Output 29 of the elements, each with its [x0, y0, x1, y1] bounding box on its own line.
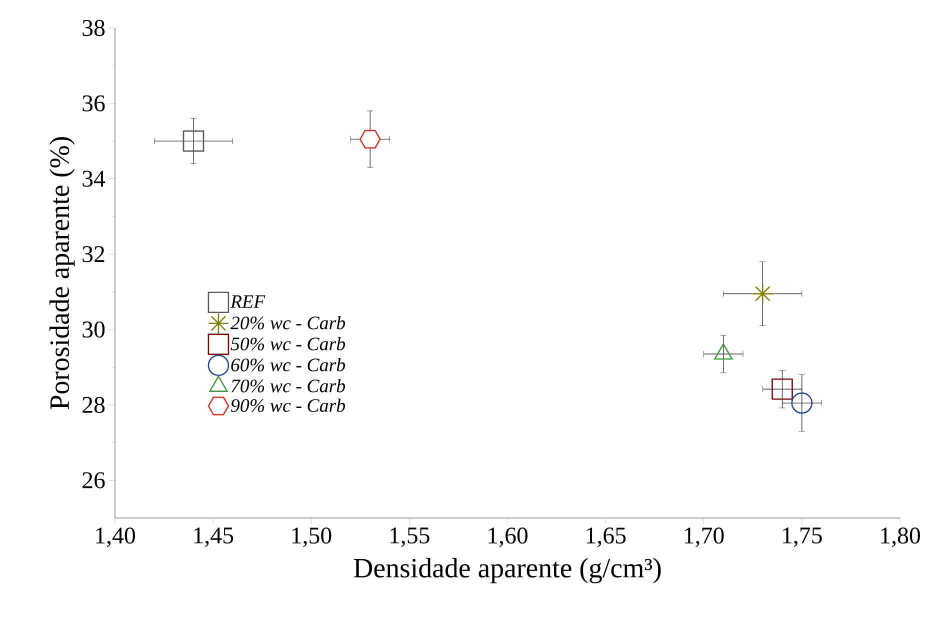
- point: [182, 130, 204, 152]
- y-tick-label: 28: [82, 396, 105, 413]
- point: [359, 130, 381, 148]
- legend-label: 90% wc - Carb: [231, 398, 346, 412]
- x-tick-label: 1,80: [881, 528, 920, 548]
- x-tick-label: 1,65: [586, 528, 626, 548]
- x-tick-label: 1,45: [194, 528, 234, 547]
- y-tick-label: 32: [82, 246, 104, 262]
- legend-label: 70% wc - Carb: [232, 379, 346, 392]
- legend-label: 50% wc - Carb: [230, 337, 346, 350]
- y-tick-label: 34: [82, 170, 106, 187]
- legend-label: REF: [230, 295, 266, 308]
- point: [752, 283, 774, 304]
- x-tick-label: 1,55: [390, 528, 430, 547]
- y-tick-label: 36: [82, 95, 105, 112]
- y-tick-label: 26: [82, 472, 105, 488]
- point: [791, 392, 813, 414]
- x-tick-label: 1,40: [96, 528, 136, 548]
- legend-label: 60% wc - Carb: [231, 358, 346, 372]
- x-tick-label: 1,50: [292, 528, 332, 548]
- x-tick-label: 1,75: [783, 528, 822, 547]
- y-axis-title: Porosidade aparente (%): [49, 137, 75, 410]
- y-tick-label: 30: [82, 321, 105, 338]
- point: [772, 378, 793, 400]
- x-tick-label: 1,60: [488, 528, 528, 548]
- y-tick-label: 38: [82, 20, 105, 36]
- x-axis-title: Densidade aparente (g/cm³): [354, 558, 661, 584]
- legend-label: 20% wc - Carb: [230, 316, 346, 330]
- x-tick-label: 1,70: [684, 528, 724, 548]
